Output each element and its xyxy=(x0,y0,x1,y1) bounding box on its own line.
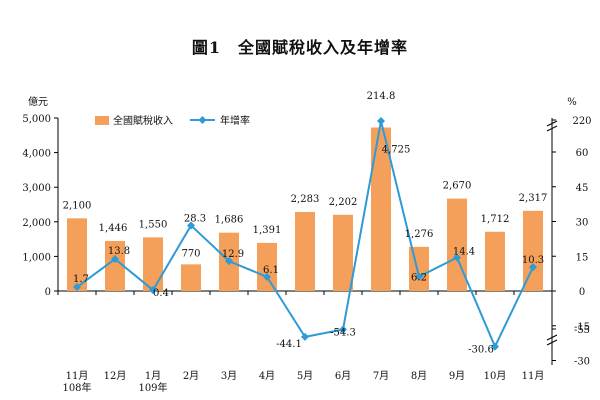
bar-value-label: 1,550 xyxy=(139,219,168,230)
line-value-label: 6.2 xyxy=(411,273,427,284)
bar-value-label: 1,276 xyxy=(405,229,434,240)
y-right-tick-label: -15 xyxy=(574,322,590,333)
line-value-label: -44.1 xyxy=(276,339,302,350)
bar-value-label: 1,446 xyxy=(99,223,128,234)
y-left-tick-label: 2,000 xyxy=(22,218,51,229)
bar xyxy=(143,237,163,291)
line-value-label: 14.4 xyxy=(453,247,475,258)
bar-value-label: 1,686 xyxy=(215,215,244,226)
bar xyxy=(67,218,87,291)
legend-line-label: 年增率 xyxy=(220,114,250,127)
y-left-tick-label: 1,000 xyxy=(22,252,51,263)
chart-title: 圖1 全國賦稅收入及年增率 xyxy=(191,38,409,57)
line-value-label: 13.8 xyxy=(108,246,130,257)
y-right-tick-label: 60 xyxy=(576,148,589,159)
bar-value-label: 1,712 xyxy=(481,214,510,225)
y-right-tick-label: -30 xyxy=(574,357,590,368)
bar-value-label: 1,391 xyxy=(253,225,282,236)
bar xyxy=(485,231,505,291)
x-tick-label: 7月 xyxy=(373,370,389,382)
y-left-tick-label: 5,000 xyxy=(22,114,51,125)
bar xyxy=(333,214,353,291)
bar xyxy=(447,198,467,291)
line-value-label: 1.7 xyxy=(73,274,89,285)
axis-break-mark xyxy=(546,339,558,346)
x-tick-label: 8月 xyxy=(411,370,427,382)
bar xyxy=(371,127,391,291)
growth-point xyxy=(149,286,157,295)
bar xyxy=(257,242,277,291)
bar-value-label: 2,670 xyxy=(443,181,472,192)
growth-point xyxy=(453,253,461,262)
legend-line-marker xyxy=(198,116,207,124)
x-tick-label: 11月 xyxy=(66,370,89,382)
line-value-label: 10.3 xyxy=(522,255,544,266)
axis-break-mark xyxy=(546,334,558,341)
y-left-tick-label: 3,000 xyxy=(22,183,51,194)
bar xyxy=(523,210,543,291)
x-tick-label: 108年 xyxy=(62,381,91,394)
line-value-label: 0.4 xyxy=(153,288,169,299)
y-right-tick-label: 0 xyxy=(579,287,585,298)
bar-value-label: 770 xyxy=(181,248,200,259)
x-tick-label: 10月 xyxy=(484,370,507,382)
y-right-tick-label: -55 xyxy=(574,325,590,336)
x-tick-label: 4月 xyxy=(259,370,275,382)
y-left-tick-label: 0 xyxy=(45,287,51,298)
line-value-label: 6.1 xyxy=(263,265,279,276)
y-right-tick-label: 15 xyxy=(576,252,589,263)
x-tick-label: 1月 xyxy=(145,370,161,382)
growth-point xyxy=(529,263,537,272)
x-tick-label: 12月 xyxy=(104,370,127,382)
bar-value-label: 2,100 xyxy=(63,200,92,211)
line-value-label: -30.6 xyxy=(468,345,494,356)
x-tick-label: 9月 xyxy=(449,370,465,382)
y-right-tick-label: 220 xyxy=(572,116,591,127)
growth-point xyxy=(377,117,385,126)
y-right-unit-label: % xyxy=(567,97,577,108)
x-tick-label: 5月 xyxy=(297,370,313,382)
line-value-label: 12.9 xyxy=(222,249,244,260)
growth-point xyxy=(491,342,499,351)
legend-bar-swatch xyxy=(95,116,109,125)
legend-bar-label: 全國賦稅收入 xyxy=(113,114,173,127)
bar-value-label: 2,317 xyxy=(519,193,548,204)
y-right-tick-label: 30 xyxy=(576,218,589,229)
x-tick-label: 2月 xyxy=(183,370,199,382)
x-tick-label: 6月 xyxy=(335,370,351,382)
bar xyxy=(181,264,201,291)
line-value-label: -54.3 xyxy=(330,328,356,339)
bar-value-label: 4,725 xyxy=(382,145,411,156)
line-value-label: 214.8 xyxy=(367,91,396,102)
growth-point xyxy=(301,332,309,341)
x-tick-label: 11月 xyxy=(522,370,545,382)
growth-point xyxy=(187,221,195,230)
growth-point xyxy=(263,272,271,281)
bar xyxy=(295,212,315,291)
bar-value-label: 2,283 xyxy=(291,194,320,205)
growth-point xyxy=(111,255,119,264)
axis-break-mark xyxy=(546,120,558,127)
bar xyxy=(105,240,125,291)
y-right-tick-label: 45 xyxy=(576,183,589,194)
x-tick-label: 109年 xyxy=(138,381,167,394)
bar xyxy=(409,246,429,291)
y-left-unit-label: 億元 xyxy=(28,95,48,108)
bar-value-label: 2,202 xyxy=(329,197,358,208)
growth-point xyxy=(225,257,233,266)
axis-break-mark xyxy=(546,125,558,132)
growth-point xyxy=(73,283,81,292)
growth-point xyxy=(339,325,347,334)
y-left-tick-label: 4,000 xyxy=(22,149,51,160)
x-tick-label: 3月 xyxy=(221,370,237,382)
growth-point xyxy=(415,272,423,281)
line-value-label: 28.3 xyxy=(184,213,206,224)
